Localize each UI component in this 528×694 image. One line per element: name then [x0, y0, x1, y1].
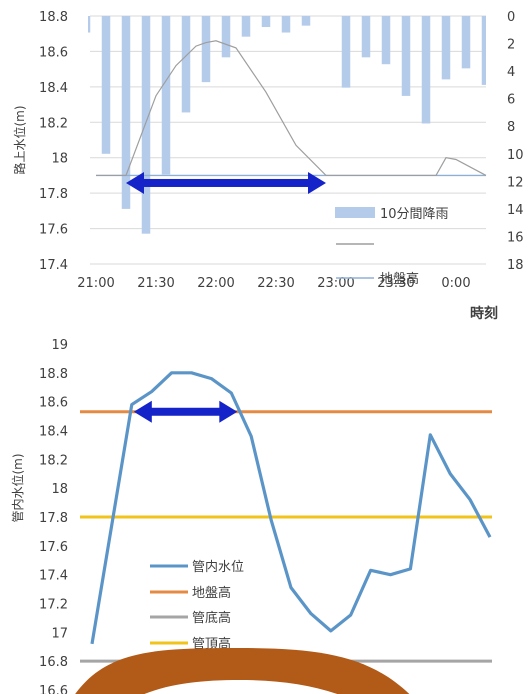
top-x-tick-label: 23:30	[377, 276, 414, 291]
rain-bar	[221, 16, 231, 58]
pipe-water-level-line	[90, 371, 492, 645]
brown-arc-inner	[144, 680, 338, 694]
top-x-tick-label: 0:00	[441, 276, 470, 291]
rain-bar	[361, 16, 371, 58]
rain-bar	[441, 16, 451, 80]
bottom-y-tick-label: 19	[51, 338, 68, 353]
bottom-y-tick-label: 17.2	[39, 598, 68, 613]
rain-bar	[101, 16, 111, 154]
top-duration-arrow-head-left	[126, 171, 144, 194]
top-x-axis-label: 時刻	[470, 305, 498, 322]
top-y2-tick-label: 6	[507, 93, 515, 108]
top-x-tick-label: 22:00	[197, 276, 234, 291]
rain-bar	[241, 16, 251, 37]
legend-pipe-water-level-label: 管内水位	[192, 559, 244, 575]
rain-bar	[281, 16, 291, 33]
rain-bar	[181, 16, 191, 113]
bottom-y-tick-label: 17.4	[39, 569, 68, 584]
bottom-y-tick-label: 18	[51, 482, 68, 497]
legend-pipe-bottom-label: 管底高	[192, 610, 231, 626]
top-y2-tick-label: 18	[507, 258, 524, 273]
bottom-y-tick-label: 18.2	[39, 453, 68, 468]
legend-pipe-top-label: 管頂高	[192, 636, 231, 652]
bottom-y-tick-label: 17	[51, 626, 68, 641]
top-y-tick-label: 17.6	[39, 223, 68, 238]
rain-bar	[301, 16, 311, 26]
rain-bar	[381, 16, 391, 65]
rain-bar	[141, 16, 151, 234]
bottom-duration-arrow-head-right	[219, 400, 238, 423]
rain-bar	[341, 16, 351, 88]
bottom-duration-arrow-shaft	[150, 407, 221, 416]
top-y-tick-label: 18.8	[39, 10, 68, 25]
rain-bar	[261, 16, 271, 28]
bottom-y-tick-label: 17.8	[39, 511, 68, 526]
rain-bar	[88, 16, 91, 33]
top-y2-tick-label: 2	[507, 38, 515, 53]
top-x-tick-label: 21:30	[137, 276, 174, 291]
top-x-tick-label: 23:00	[317, 276, 354, 291]
bottom-y-tick-label: 16.6	[39, 684, 68, 694]
bottom-chart: 19 18.8 18.6 18.4 18.2 18 17.8 17.6 17.4 17.2 17 16…	[10, 338, 492, 694]
top-y2-tick-label: 8	[507, 120, 515, 135]
top-y2-tick-label: 4	[507, 65, 515, 80]
top-x-tick-label: 21:00	[77, 276, 114, 291]
legend-label-rain: 10分間降雨	[380, 207, 449, 222]
road-water-level-line	[96, 40, 487, 177]
bottom-y-tick-label: 18.4	[39, 425, 68, 440]
top-y2-tick-label: 16	[507, 230, 524, 245]
legend-ground-level-label: 地盤高	[192, 585, 231, 601]
top-duration-arrow-shaft	[143, 178, 309, 187]
top-x-tick-label: 22:30	[257, 276, 294, 291]
bottom-y-axis-label: 管内水位(m)	[10, 453, 25, 522]
top-y2-tick-label: 12	[507, 175, 524, 190]
rain-bar	[401, 16, 411, 96]
top-y-tick-label: 18.2	[39, 116, 68, 131]
top-y-axis-label: 路上水位(m)	[12, 105, 27, 174]
top-y-tick-label: 18.6	[39, 45, 68, 60]
rain-bar	[461, 16, 471, 69]
rain-bar	[161, 16, 171, 175]
top-y-tick-label: 18.4	[39, 81, 68, 96]
top-y-tick-label: 17.8	[39, 187, 68, 202]
bottom-y-tick-label: 18.6	[39, 396, 68, 411]
top-y2-tick-label: 0	[507, 10, 515, 25]
bottom-y-tick-label: 18.8	[39, 367, 68, 382]
top-y2-tick-label: 10	[507, 148, 524, 163]
top-duration-arrow-head-right	[308, 171, 326, 194]
rain-bar	[421, 16, 431, 124]
rain-bar	[481, 16, 486, 85]
top-y-tick-label: 18	[51, 152, 68, 167]
legend-label-ground: 地盤高	[380, 271, 419, 287]
bottom-duration-arrow-head-left	[133, 400, 152, 423]
rain-bar	[201, 16, 211, 83]
legend-swatch-rain	[335, 207, 375, 218]
top-y2-tick-label: 14	[507, 203, 524, 218]
top-y-tick-label: 17.4	[39, 258, 68, 273]
rain-bar	[121, 16, 131, 209]
overlay-decoration	[75, 648, 410, 694]
brown-arc-outer	[75, 648, 410, 694]
top-chart: 18.8 18.6 18.4 18.2 18 17.8 17.6 17.4 0 2 4 6 8 10 12 1…	[12, 10, 524, 322]
bottom-y-tick-label: 17.6	[39, 540, 68, 555]
bottom-y-tick-label: 16.8	[39, 655, 68, 670]
